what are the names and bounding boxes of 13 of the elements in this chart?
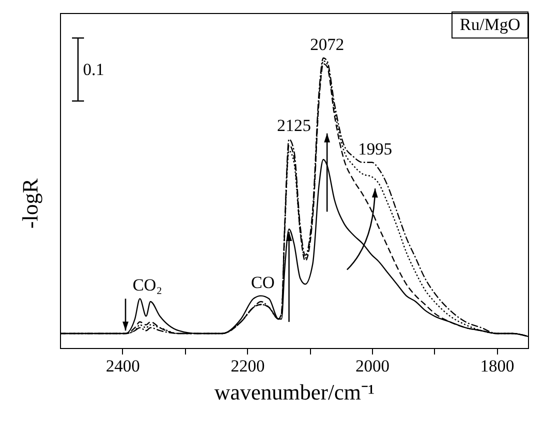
annotation: 1995 bbox=[358, 139, 392, 158]
x-tick-label: 2400 bbox=[106, 356, 140, 376]
annotation: 2072 bbox=[310, 35, 344, 54]
x-tick-label: 2200 bbox=[230, 356, 265, 376]
y-axis-title: -logR bbox=[18, 178, 42, 229]
x-axis-title: wavenumber/cm⁻¹ bbox=[214, 380, 375, 404]
x-tick-label: 1800 bbox=[480, 356, 514, 376]
annotation: 2125 bbox=[277, 116, 311, 136]
annotation: CO₂ bbox=[132, 276, 162, 295]
x-tick-label: 2000 bbox=[356, 356, 390, 376]
annotation: CO bbox=[250, 272, 275, 292]
annotation: 0.1 bbox=[83, 60, 104, 79]
text: Ru/MgO bbox=[460, 15, 520, 34]
